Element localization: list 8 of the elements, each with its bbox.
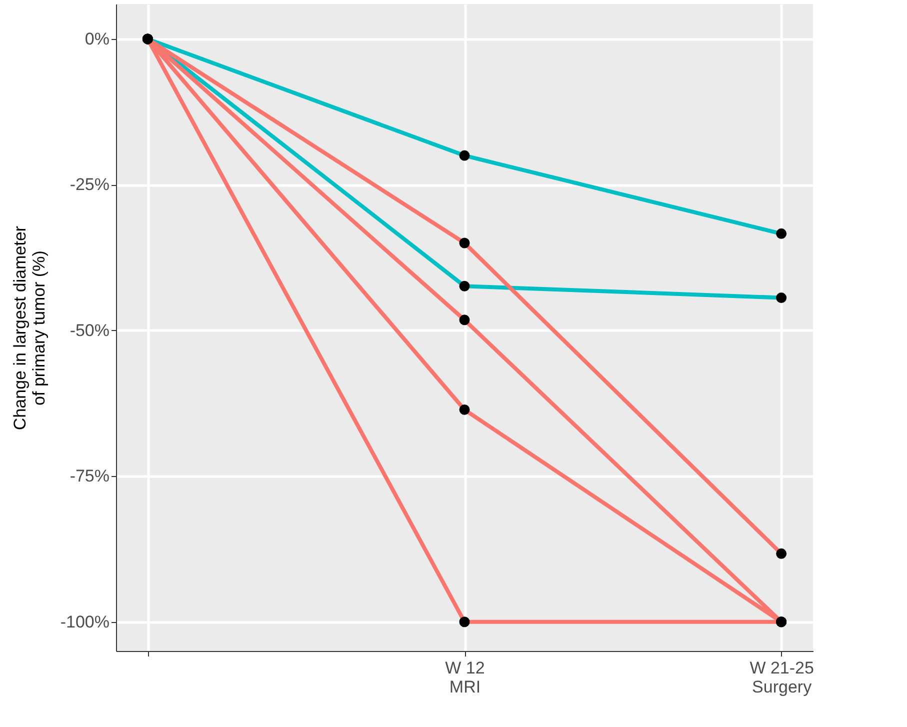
y-tick-label: -100% <box>60 612 110 632</box>
y-tick-label: -25% <box>70 175 110 194</box>
y-axis-title: Change in largest diameter of primary tumor (%) <box>10 226 48 430</box>
y-tick-label: -50% <box>70 320 110 340</box>
y-tick-label: 0% <box>84 29 110 48</box>
y-tick-label: -75% <box>70 466 110 486</box>
x-tick-label: W 21-25 Surgery <box>750 658 814 696</box>
x-tick-label: W 12 MRI <box>445 658 485 696</box>
